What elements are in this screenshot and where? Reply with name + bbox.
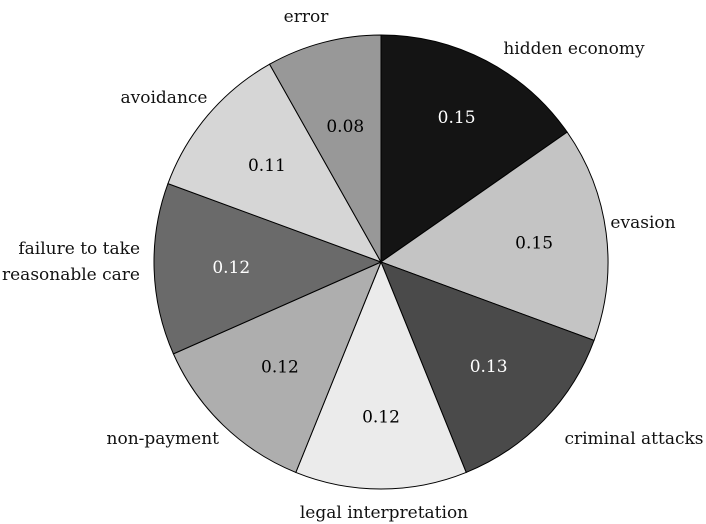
slice-category-label: legal interpretation xyxy=(300,503,468,523)
slice-category-label: failure to take reasonable care xyxy=(2,239,140,285)
pie-slice-criminal-attacks xyxy=(380,261,595,474)
pie-slice-avoidance xyxy=(167,63,383,263)
slice-value-label: 0.12 xyxy=(261,357,299,377)
slice-category-label: criminal attacks xyxy=(564,429,703,449)
pie-slice-evasion xyxy=(379,131,609,342)
slice-category-label: non-payment xyxy=(107,429,220,449)
slice-category-label: evasion xyxy=(610,213,675,233)
pie-slice-error xyxy=(268,34,382,264)
slice-category-label: error xyxy=(284,7,330,27)
slice-category-label: avoidance xyxy=(121,88,208,108)
slice-value-label: 0.12 xyxy=(362,407,400,427)
slice-value-label: 0.15 xyxy=(438,108,476,128)
pie-slice-non-payment xyxy=(172,261,382,474)
slice-value-label: 0.08 xyxy=(326,117,364,137)
pie-slice-legal-interpretation xyxy=(295,260,467,490)
slice-value-label: 0.15 xyxy=(515,233,553,253)
slice-value-label: 0.12 xyxy=(212,258,250,278)
pie-slice-hidden-economy xyxy=(380,34,568,263)
slice-value-label: 0.13 xyxy=(470,357,508,377)
slice-category-label: hidden economy xyxy=(503,39,645,59)
slice-value-label: 0.11 xyxy=(248,156,286,176)
pie-slice-failure-to-take-reasonable-care xyxy=(153,182,383,355)
